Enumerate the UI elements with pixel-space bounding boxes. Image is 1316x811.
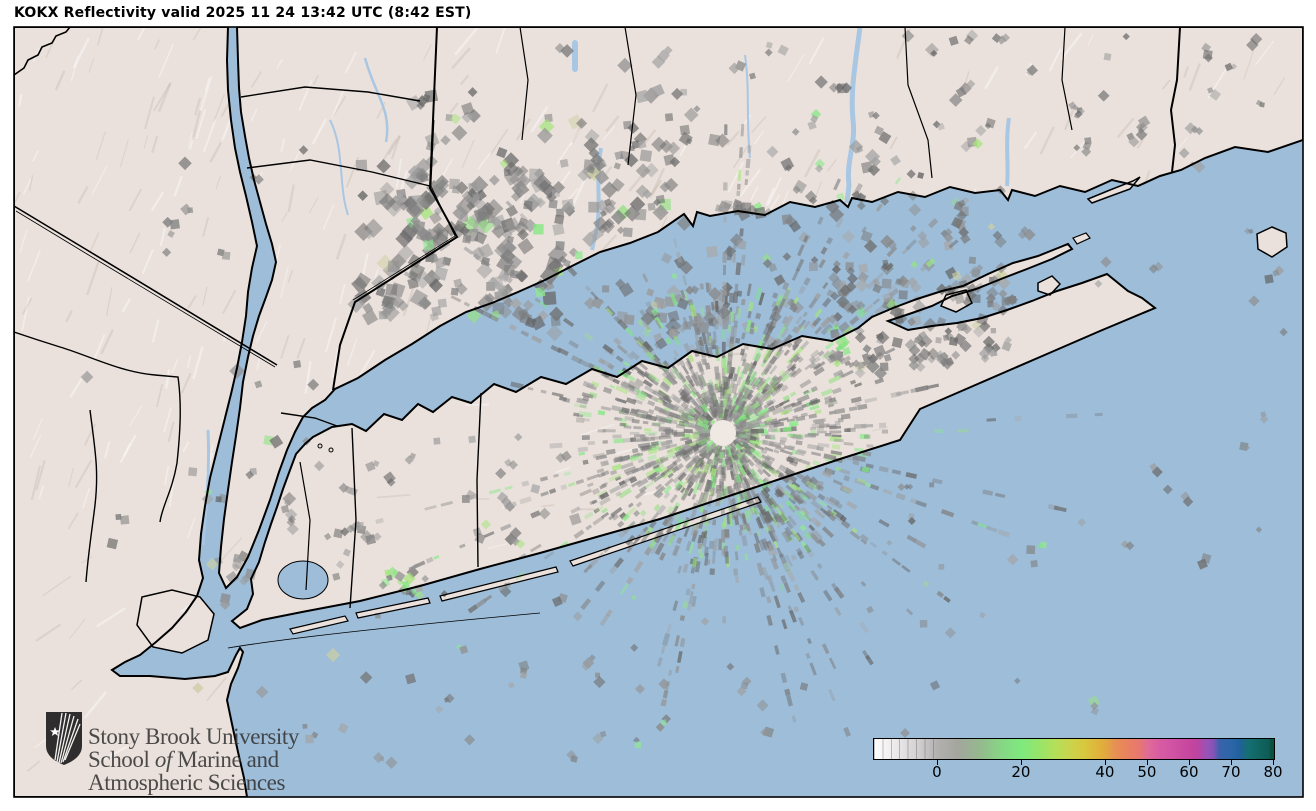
- map-title: KOKX Reflectivity valid 2025 11 24 13:42…: [14, 5, 472, 21]
- stony-brook-shield-icon: [46, 712, 82, 765]
- colorbar-tick: [1230, 760, 1232, 765]
- branding-line3: Atmospheric Sciences: [88, 770, 286, 795]
- colorbar-tick-label: 80: [1263, 763, 1283, 781]
- colorbar-discrete-steps: [874, 739, 938, 759]
- branding-text: Stony Brook University School of Marine …: [88, 725, 299, 794]
- map-frame: [13, 26, 1304, 798]
- reflectivity-colorbar: [873, 738, 1275, 760]
- colorbar-tick-label: 60: [1179, 763, 1199, 781]
- radar-site-hole: [710, 420, 736, 446]
- branding-line2: School of Marine and: [88, 747, 279, 772]
- colorbar-tick: [936, 760, 938, 765]
- branding-line1: Stony Brook University: [88, 724, 299, 749]
- colorbar-gradient: [874, 739, 1274, 759]
- colorbar-tick: [1146, 760, 1148, 765]
- radar-radial-field: [375, 123, 1103, 737]
- state-county-borders: [14, 27, 1181, 649]
- colorbar-tick-label: 50: [1137, 763, 1157, 781]
- colorbar-tick: [1104, 760, 1106, 765]
- colorbar-tick: [1020, 760, 1022, 765]
- colorbar-tick: [1188, 760, 1190, 765]
- colorbar-tick-label: 20: [1011, 763, 1031, 781]
- coastlines: [14, 27, 1303, 797]
- colorbar-tick-label: 0: [932, 763, 942, 781]
- colorbar-tick-label: 70: [1221, 763, 1241, 781]
- colorbar-tick-label: 40: [1095, 763, 1115, 781]
- colorbar-tick: [1273, 760, 1274, 765]
